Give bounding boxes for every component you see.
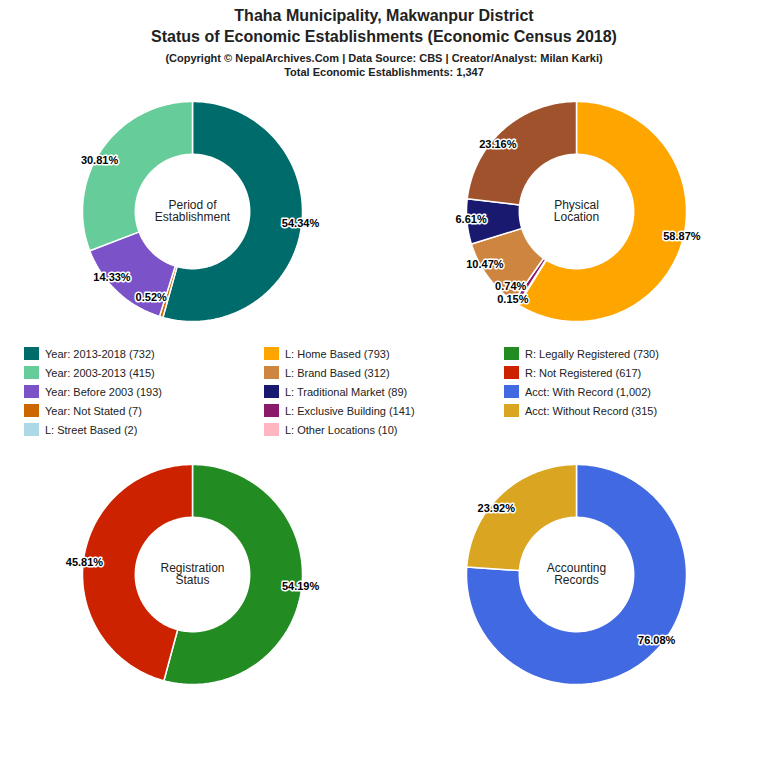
svg-text:76.08%: 76.08% [638,634,676,646]
svg-text:10.47%: 10.47% [466,258,504,270]
html-text:Year: Before 2003 (193): Year: Before 2003 (193) [45,385,162,398]
svg-text:6.61%: 6.61% [455,214,486,226]
svg-text:54.19%: 54.19% [282,580,320,592]
html-text:R: Not Registered (617): R: Not Registered (617) [525,366,642,379]
html-text:L: Exclusive Building (141): L: Exclusive Building (141) [285,404,415,417]
svg-text:Period ofEstablishment: Period ofEstablishment [155,199,231,225]
html-text:Year: 2003-2013 (415): Year: 2003-2013 (415) [45,366,155,379]
svg-text:54.34%: 54.34% [282,218,320,230]
html-text:Acct: Without Record (315): Acct: Without Record (315) [525,404,658,417]
svg-text:58.87%: 58.87% [663,230,701,242]
svg-text:RegistrationStatus: RegistrationStatus [160,562,224,588]
html-text:Year: 2013-2018 (732): Year: 2013-2018 (732) [45,347,155,360]
html-text:Thaha Municipality, Makwanpur: Thaha Municipality, Makwanpur District S… [151,7,617,45]
html-text:L: Traditional Market (89): L: Traditional Market (89) [285,385,408,398]
svg-text:0.52%: 0.52% [136,292,167,304]
svg-text:0.15%: 0.15% [497,293,528,305]
svg-text:14.33%: 14.33% [93,271,131,283]
svg-text:45.81%: 45.81% [66,556,104,568]
html-text:L: Street Based (2): L: Street Based (2) [45,423,138,436]
html-text:L: Brand Based (312): L: Brand Based (312) [285,366,390,379]
svg-text:AccountingRecords: AccountingRecords [547,562,606,588]
svg-text:PhysicalLocation: PhysicalLocation [554,199,599,225]
html-text:L: Other Locations (10): L: Other Locations (10) [285,423,398,436]
html-text:Acct: With Record (1,002): Acct: With Record (1,002) [525,385,651,398]
html-text:L: Home Based (793): L: Home Based (793) [285,347,390,360]
html-text:(Copyright © NepalArchives.Com: (Copyright © NepalArchives.Com | Data So… [165,51,603,79]
html-text:Year: Not Stated (7): Year: Not Stated (7) [45,404,142,417]
svg-text:0.74%: 0.74% [495,280,526,292]
svg-text:23.16%: 23.16% [479,138,517,150]
svg-text:23.92%: 23.92% [478,502,516,514]
html-text:R: Legally Registered (730): R: Legally Registered (730) [525,347,659,360]
svg-text:30.81%: 30.81% [81,154,119,166]
